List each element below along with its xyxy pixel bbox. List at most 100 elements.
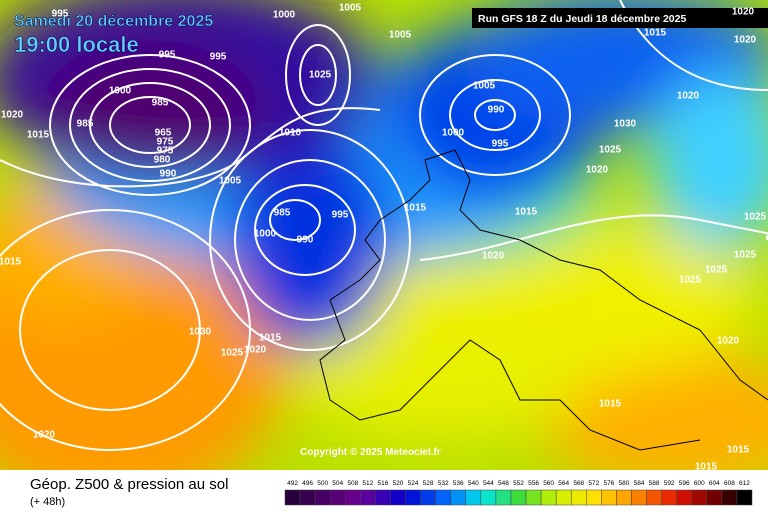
scale-swatch bbox=[420, 489, 436, 506]
scale-swatch bbox=[314, 489, 331, 506]
isobar-label: 1010 bbox=[279, 128, 302, 139]
isobar-label: 1030 bbox=[189, 327, 212, 338]
scale-label: 516 bbox=[377, 480, 388, 487]
color-scale: 492 496 500 504 508 512 516 520 524 528 532 536 540 5… bbox=[284, 480, 753, 506]
isobar-label: 1015 bbox=[27, 130, 50, 141]
isobar-label: 985 bbox=[77, 119, 94, 130]
isobar-label: 1015 bbox=[695, 462, 718, 473]
scale-label: 520 bbox=[393, 480, 404, 487]
scale-label: 548 bbox=[498, 480, 509, 487]
scale-swatch bbox=[646, 489, 662, 506]
isobar-label: 1020 bbox=[244, 345, 267, 356]
scale-label: 492 bbox=[287, 480, 298, 487]
isobar-label: 990 bbox=[160, 169, 177, 180]
isobar-label: 990 bbox=[488, 105, 505, 116]
scale-swatch bbox=[435, 489, 451, 506]
scale-swatch bbox=[510, 489, 527, 506]
scale-label: 540 bbox=[468, 480, 479, 487]
scale-label: 580 bbox=[619, 480, 630, 487]
scale-swatch bbox=[691, 489, 708, 506]
scale-swatch bbox=[586, 489, 602, 506]
scale-label: 556 bbox=[528, 480, 539, 487]
coastlines bbox=[319, 149, 768, 451]
scale-swatch bbox=[555, 489, 572, 506]
isobar-label: 985 bbox=[274, 208, 291, 219]
isobar-label: 1005 bbox=[219, 176, 242, 187]
isobar-label: 1000 bbox=[442, 128, 465, 139]
isobar-label: 1020 bbox=[33, 430, 56, 441]
scale-label: 612 bbox=[739, 480, 750, 487]
scale-label: 564 bbox=[558, 480, 569, 487]
isobar-label: 995 bbox=[332, 210, 349, 221]
scale-label: 608 bbox=[724, 480, 735, 487]
isobar-label: 975 bbox=[157, 137, 174, 148]
scale-label: 584 bbox=[634, 480, 645, 487]
scale-swatch bbox=[360, 489, 376, 506]
scale-swatch bbox=[465, 489, 482, 506]
copyright: Copyright © 2025 Meteociel.fr bbox=[300, 447, 441, 458]
scale-swatch bbox=[570, 489, 587, 506]
scale-label: 572 bbox=[588, 480, 599, 487]
scale-swatch bbox=[329, 489, 346, 506]
isobar-label: 1020 bbox=[482, 251, 505, 262]
scale-swatch bbox=[495, 489, 512, 506]
isobar-label: 1025 bbox=[221, 348, 244, 359]
scale-label: 536 bbox=[453, 480, 464, 487]
isobar-label: 1025 bbox=[705, 265, 728, 276]
scale-swatch bbox=[631, 489, 647, 506]
scale-label: 604 bbox=[709, 480, 720, 487]
isobar-label: 1000 bbox=[254, 229, 277, 240]
scale-label: 512 bbox=[362, 480, 373, 487]
isobar-label: 995 bbox=[159, 50, 176, 61]
scale-swatch bbox=[405, 489, 421, 506]
isobars bbox=[0, 0, 768, 451]
scale-label: 596 bbox=[679, 480, 690, 487]
isobar-label: 1015 bbox=[0, 257, 22, 268]
scale-label: 496 bbox=[302, 480, 313, 487]
time: 19:00 locale bbox=[14, 32, 139, 57]
isobar-label: 1020 bbox=[734, 35, 757, 46]
scale-swatch bbox=[450, 489, 467, 506]
scale-label: 524 bbox=[408, 480, 419, 487]
isobar-label: 1025 bbox=[309, 70, 332, 81]
isobar-label: 1020 bbox=[586, 165, 609, 176]
scale-swatch bbox=[721, 489, 738, 506]
isobar-label: 1015 bbox=[599, 399, 622, 410]
isobar-label: 1030 bbox=[614, 119, 637, 130]
scale-swatch bbox=[299, 489, 316, 506]
scale-label: 568 bbox=[573, 480, 584, 487]
isobar-label: 1015 bbox=[259, 333, 282, 344]
isobar-label: 990 bbox=[297, 235, 314, 246]
isobar-label: 1005 bbox=[389, 30, 412, 41]
isobar-label: 1005 bbox=[473, 81, 496, 92]
scale-swatch bbox=[390, 489, 406, 506]
scale-swatch bbox=[375, 489, 391, 506]
isobar-label: 1005 bbox=[339, 3, 362, 14]
isobar-label: 1015 bbox=[727, 445, 750, 456]
isobar-label: 1020 bbox=[732, 7, 755, 18]
scale-swatch bbox=[345, 489, 361, 506]
scale-label: 532 bbox=[438, 480, 449, 487]
scale-swatch bbox=[736, 489, 753, 506]
isobar-label: 980 bbox=[154, 155, 171, 166]
scale-swatch bbox=[676, 489, 692, 506]
footer-title: Géop. Z500 & pression au sol bbox=[30, 476, 228, 493]
scale-label: 504 bbox=[332, 480, 343, 487]
isobar-label: 1025 bbox=[734, 250, 757, 261]
isobar-label: 1020 bbox=[677, 91, 700, 102]
isobar-label: 965 bbox=[155, 128, 172, 139]
isobar-label: 1020 bbox=[717, 336, 740, 347]
footer-lead: (+ 48h) bbox=[30, 496, 65, 508]
run-info: Run GFS 18 Z du Jeudi 18 décembre 2025 bbox=[478, 13, 686, 25]
scale-label: 500 bbox=[317, 480, 328, 487]
scale-label: 544 bbox=[483, 480, 494, 487]
run-bg bbox=[472, 8, 768, 28]
isobar-label: 1025 bbox=[679, 275, 702, 286]
scale-label: 588 bbox=[649, 480, 660, 487]
isobar-label: 1015 bbox=[404, 203, 427, 214]
isobar-label: 1025 bbox=[599, 145, 622, 156]
isobar-label: 1020 bbox=[1, 110, 24, 121]
